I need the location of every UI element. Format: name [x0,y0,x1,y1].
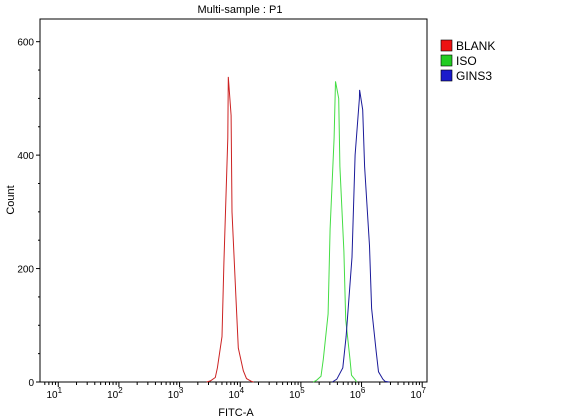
legend-swatch-blank [440,39,453,52]
histogram-blank [206,76,254,383]
x-axis: 101 102 103 104 105 106 107 [44,382,427,401]
x-tick-label-7: 107 [410,386,426,401]
y-tick-label-0: 0 [28,378,34,389]
legend-swatch-gins3 [440,69,453,82]
x-tick-label-3: 103 [168,386,184,401]
histogram-gins3 [332,89,390,383]
y-tick-label-400: 400 [17,151,34,162]
legend-label-iso: ISO [456,54,477,68]
x-axis-label: FITC-A [218,407,254,419]
y-tick-label-200: 200 [17,265,34,276]
legend-label-blank: BLANK [456,39,495,53]
x-tick-label-4: 104 [228,386,244,401]
plot-area [39,18,428,383]
legend-label-gins3: GINS3 [456,69,492,83]
y-axis: 0 200 400 600 [17,38,40,389]
x-tick-label-6: 106 [350,386,366,401]
x-tick-label-5: 105 [289,386,305,401]
legend-swatch-iso [440,54,453,67]
x-tick-label-1: 101 [46,386,62,401]
histogram-iso [313,81,358,383]
x-tick-label-2: 102 [107,386,123,401]
chart-title: Multi-sample : P1 [198,4,283,16]
histogram-curves [206,76,390,383]
y-tick-label-600: 600 [17,38,34,49]
y-axis-label: Count [5,185,17,214]
